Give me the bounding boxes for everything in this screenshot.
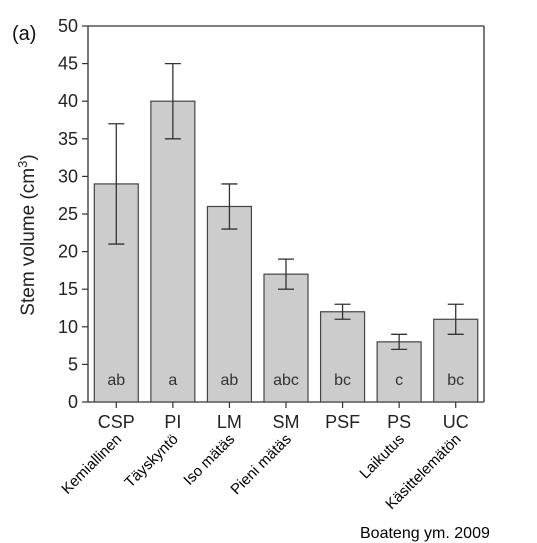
y-axis-label-sup: 3 (15, 161, 30, 168)
y-ticks: 0 5 10 15 20 25 30 35 40 45 50 (58, 16, 88, 412)
panel-label: (a) (12, 23, 36, 45)
bar-ps (376, 341, 422, 403)
significance-label: bc (334, 372, 351, 389)
y-tick-label: 45 (58, 54, 78, 74)
bar-psf (319, 311, 366, 403)
x-tick-label-csp: CSP (98, 412, 135, 432)
source-credit: Boateng ym. 2009 (360, 525, 490, 542)
y-tick-label: 0 (68, 392, 78, 412)
significance-label: a (168, 372, 177, 389)
finnish-label: Täyskyntö (121, 431, 181, 491)
y-axis-label-main: Stem volume (cm (18, 168, 39, 316)
bars: ab a ab abc bc c bc (93, 62, 479, 403)
finnish-label: Kemiallinen (58, 431, 125, 498)
y-tick-label: 50 (58, 16, 78, 36)
y-tick-label: 15 (58, 279, 78, 299)
significance-label: ab (221, 372, 239, 389)
y-axis-label-close: ) (18, 154, 39, 160)
x-tick-label-sm: SM (273, 412, 300, 432)
bar-pi (150, 100, 196, 403)
finnish-label: Iso mätäs (180, 431, 238, 489)
significance-label: ab (107, 372, 125, 389)
significance-label: c (395, 372, 403, 389)
x-tick-label-psf: PSF (325, 412, 360, 432)
y-tick-label: 5 (68, 354, 78, 374)
bar-lm (206, 205, 253, 403)
y-tick-label: 40 (58, 91, 78, 111)
x-tick-label-uc: UC (443, 412, 469, 432)
finnish-label: Pieni mätäs (227, 431, 294, 498)
y-axis-label: Stem volume (cm3) (15, 154, 39, 315)
x-tick-label-pi: PI (164, 412, 181, 432)
x-ticks: CSP PI LM SM PSF PS UC (98, 402, 469, 432)
significance-label: bc (447, 372, 464, 389)
y-tick-label: 10 (58, 317, 78, 337)
finnish-label: Laikutus (356, 431, 408, 483)
y-tick-label: 30 (58, 166, 78, 186)
y-tick-label: 20 (58, 242, 78, 262)
x-tick-label-ps: PS (387, 412, 411, 432)
y-tick-label: 25 (58, 204, 78, 224)
x-tick-label-lm: LM (217, 412, 242, 432)
y-tick-label: 35 (58, 129, 78, 149)
significance-label: abc (273, 372, 299, 389)
